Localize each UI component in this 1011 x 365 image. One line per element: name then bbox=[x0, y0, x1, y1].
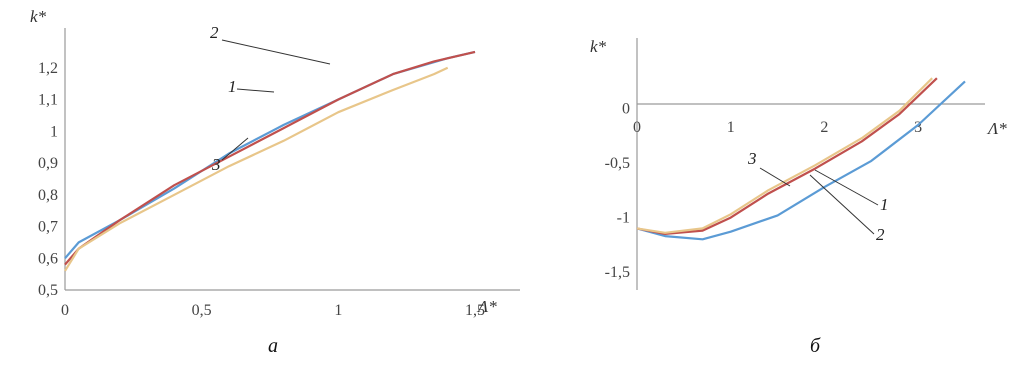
series-line-2 bbox=[64, 50, 476, 266]
curve-label-a-1: 1 bbox=[228, 77, 237, 96]
x-tick-label: 0 bbox=[61, 302, 69, 319]
series-line-1 bbox=[636, 80, 966, 241]
x-tick-label: 1 bbox=[727, 119, 735, 136]
y-axis-label-b: k* bbox=[590, 37, 607, 56]
leader-line-a-2 bbox=[221, 39, 331, 65]
y-tick-label: 0,7 bbox=[38, 219, 58, 236]
leader-line-b-2 bbox=[809, 174, 875, 235]
y-tick-label: -0,5 bbox=[605, 155, 630, 172]
x-axis-label-b: Λ* bbox=[986, 119, 1007, 138]
curve-label-b-3: 3 bbox=[747, 149, 757, 168]
leader-line-b-1 bbox=[814, 169, 879, 206]
y-axis-label-a: k* bbox=[30, 7, 47, 26]
y-tick-label: 1,1 bbox=[38, 92, 58, 109]
series-group-b bbox=[636, 77, 966, 241]
panel-label-a: а bbox=[268, 335, 278, 357]
x-axis-label-a: Λ* bbox=[476, 297, 497, 316]
curve-label-a-2: 2 bbox=[210, 23, 219, 42]
series-group-a bbox=[64, 50, 476, 272]
leader-line-b-3 bbox=[759, 167, 791, 187]
panel-label-b: б bbox=[810, 335, 821, 357]
y-tick-label: -1,5 bbox=[605, 264, 630, 281]
series-line-2 bbox=[636, 77, 938, 235]
y-tick-label: 1 bbox=[50, 123, 58, 140]
series-line-3 bbox=[64, 66, 449, 272]
x-tick-label: 0 bbox=[633, 119, 641, 136]
y-tick-label: 0,5 bbox=[38, 282, 58, 299]
curve-label-b-2: 2 bbox=[876, 225, 885, 244]
tick-labels-b: 0 1 2 3 0 -0,5 -1 -1,5 bbox=[605, 101, 922, 281]
leader-line-a-1 bbox=[236, 88, 275, 93]
curve-label-b-1: 1 bbox=[880, 195, 889, 214]
y-tick-label: 1,2 bbox=[38, 60, 58, 77]
x-tick-label: 3 bbox=[914, 119, 922, 136]
y-tick-label: 0,9 bbox=[38, 155, 58, 172]
y-tick-label: 0,8 bbox=[38, 187, 58, 204]
x-tick-label: 2 bbox=[820, 119, 828, 136]
y-tick-label: 0,6 bbox=[38, 250, 58, 267]
curve-label-a-3: 3 bbox=[211, 155, 221, 174]
tick-labels-a: 0 0,5 1 1,50,50,60,70,80,911,11,2 bbox=[38, 60, 485, 319]
leader-line-a-3 bbox=[221, 137, 249, 161]
x-tick-label: 1 bbox=[334, 302, 342, 319]
chart-panel-a: 0 0,5 1 1,50,50,60,70,80,911,11,2 k* Λ* 2 1… bbox=[30, 7, 520, 357]
x-tick-label: 1,5 bbox=[465, 302, 485, 319]
series-line-3 bbox=[636, 77, 933, 234]
x-tick-label: 0,5 bbox=[192, 302, 212, 319]
chart-panel-b: 0 1 2 3 0 -0,5 -1 -1,5 k* Λ* 3 1 2 б bbox=[590, 37, 1007, 357]
y-tick-label: 0 bbox=[622, 101, 630, 118]
y-tick-label: -1 bbox=[617, 210, 630, 227]
